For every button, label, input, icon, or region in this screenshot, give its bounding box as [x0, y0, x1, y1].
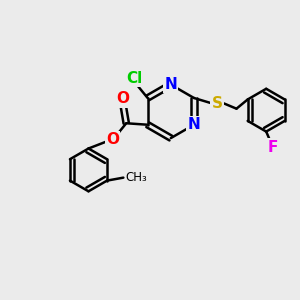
Text: O: O — [106, 132, 119, 147]
Text: Cl: Cl — [126, 70, 142, 86]
Text: CH₃: CH₃ — [126, 171, 148, 184]
Text: S: S — [212, 96, 223, 111]
Text: F: F — [268, 140, 278, 154]
Text: N: N — [164, 77, 177, 92]
Text: N: N — [188, 117, 200, 132]
Text: O: O — [116, 92, 129, 106]
